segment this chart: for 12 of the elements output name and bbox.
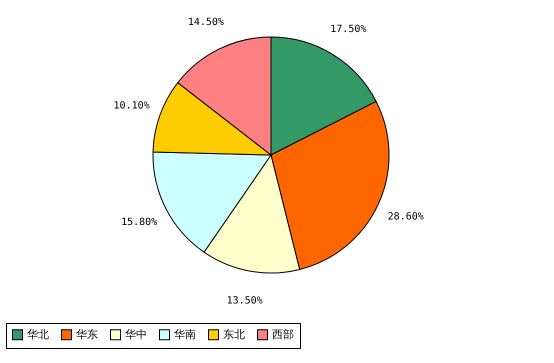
data-label: 14.50% [188, 17, 224, 28]
legend-label: 华南 [174, 328, 196, 341]
legend-label: 华北 [27, 328, 49, 341]
legend-label: 华东 [76, 328, 98, 341]
data-label: 10.10% [114, 100, 150, 112]
data-label: 28.60% [388, 211, 424, 222]
legend-label: 西部 [272, 328, 294, 341]
legend-label: 东北 [223, 328, 245, 341]
data-label: 15.80% [121, 217, 158, 228]
legend-label: 华中 [125, 328, 147, 341]
data-label: 17.50% [330, 24, 366, 35]
data-label: 13.50% [226, 296, 263, 307]
